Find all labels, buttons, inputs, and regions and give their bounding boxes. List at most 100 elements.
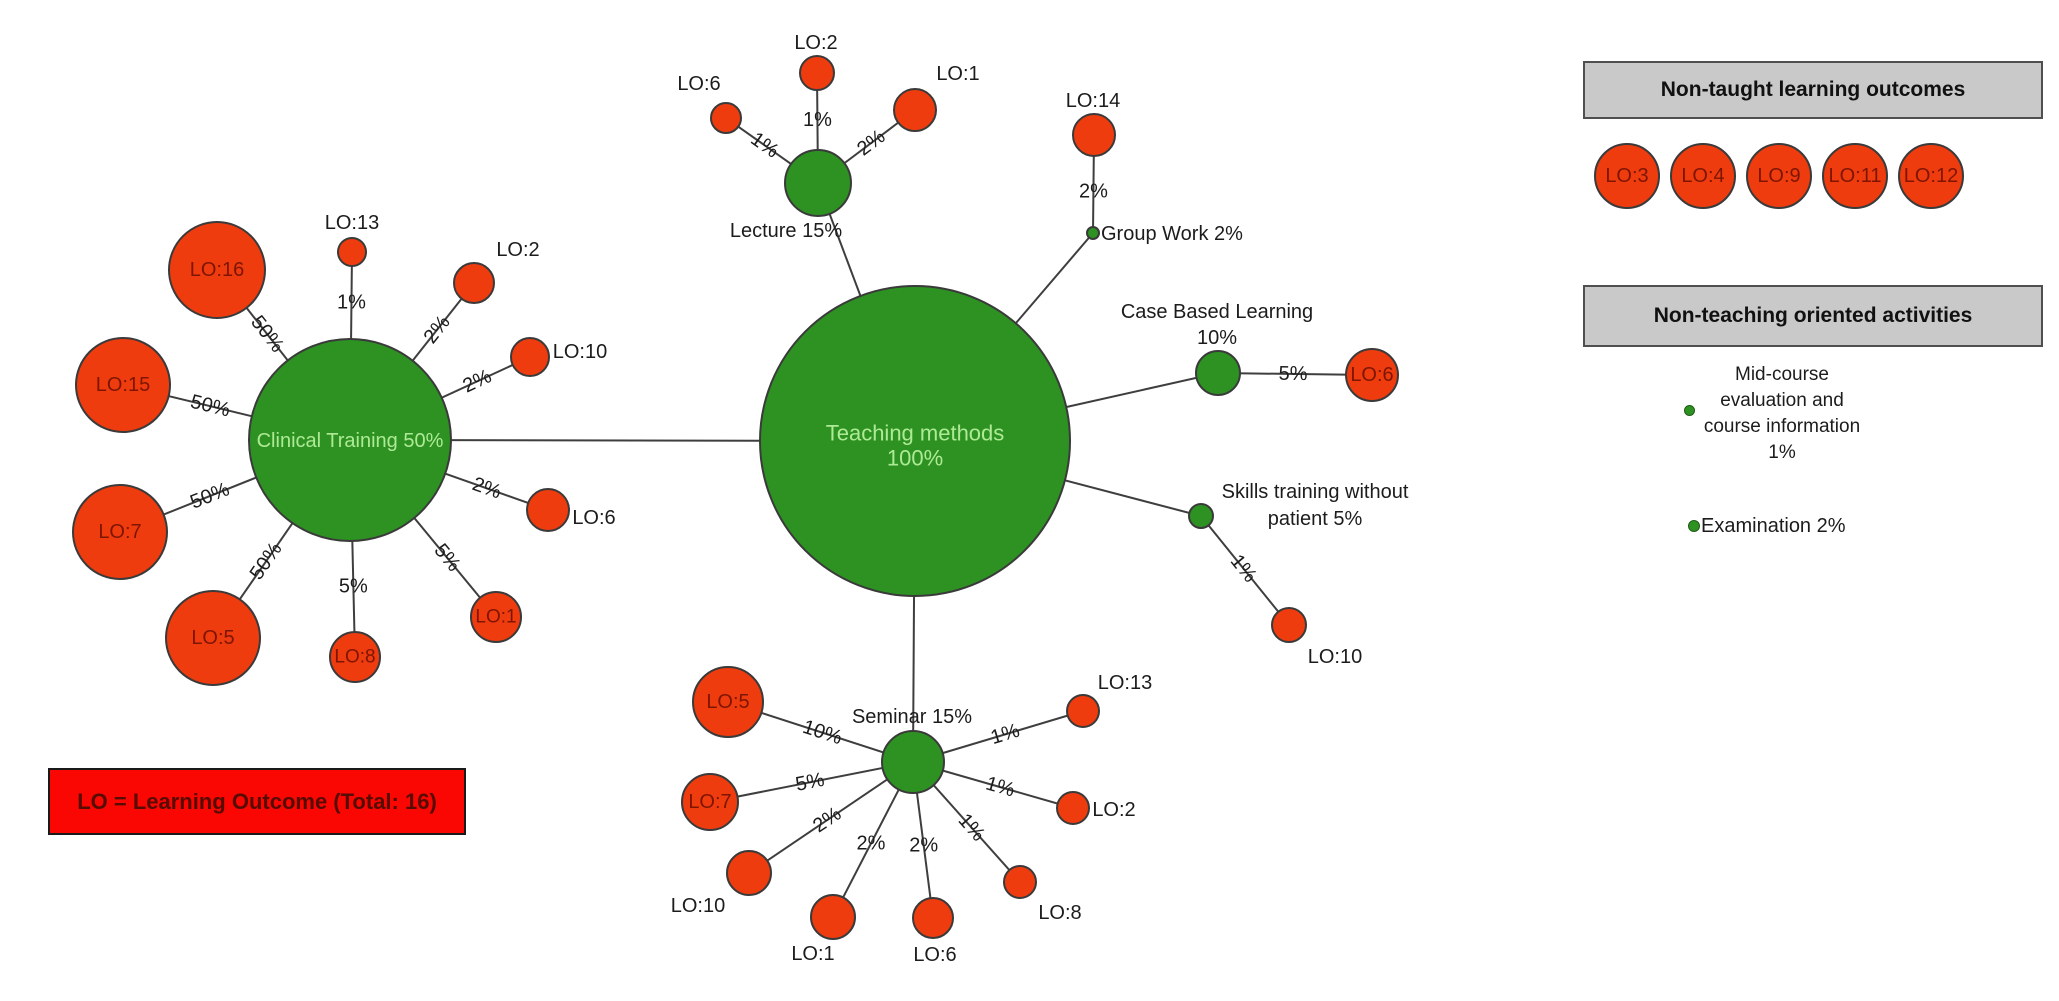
edge-line (1200, 515, 1290, 626)
node-cbl-label: Case Based Learning (1121, 301, 1313, 323)
node-sm_lo7-circle (681, 773, 739, 831)
node-sm_lo6-label: LO:6 (913, 944, 956, 966)
legend-lo-circle: LO:4 (1670, 143, 1736, 209)
node-cl_lo10-circle (510, 337, 550, 377)
node-cl_lo6-circle (526, 488, 570, 532)
edge-line (709, 761, 914, 803)
non-teaching-legend-title: Non-teaching oriented activities (1653, 304, 1973, 327)
examination-dot (1688, 520, 1700, 532)
node-cl_lo13-circle (337, 237, 367, 267)
node-skills-label: patient 5% (1268, 508, 1363, 530)
edge-label: 5% (339, 575, 368, 597)
node-sm_lo13-circle (1066, 694, 1100, 728)
node-clinical-label: Clinical Training 50% (257, 430, 444, 452)
edge-label: 2% (460, 365, 496, 397)
node-sm_lo2-circle (1056, 791, 1090, 825)
node-cl_lo10-label: LO:10 (553, 341, 607, 363)
edge-label: 2% (853, 125, 889, 160)
node-cl_lo16-circle (168, 221, 266, 319)
node-skills-label: Skills training without (1222, 481, 1409, 503)
edge-label: 2% (909, 834, 938, 856)
node-lo14-label: LO:14 (1066, 90, 1120, 112)
edge-label: 1% (803, 109, 832, 131)
edge-line (748, 761, 914, 874)
node-sm_lo5-label: LO:5 (706, 691, 749, 713)
node-skills-circle (1188, 503, 1214, 529)
edge-label: 50% (246, 538, 287, 584)
non-taught-legend-header: Non-taught learning outcomes (1583, 61, 2043, 119)
edge-label: 50% (246, 312, 288, 357)
node-sm_lo10-label: LO:10 (671, 895, 725, 917)
node-cbl-circle (1195, 350, 1241, 396)
node-lecture-label: Lecture 15% (730, 220, 843, 242)
node-cl_lo2-label: LO:2 (496, 239, 539, 261)
mid-course-label: Mid-course evaluation and course informa… (1703, 364, 1861, 463)
node-sm_lo2-label: LO:2 (1092, 799, 1135, 821)
edge-label: 1% (1226, 550, 1261, 586)
node-lecture-circle (784, 149, 852, 217)
edge-label: 1% (746, 128, 782, 163)
edge-label: 50% (188, 391, 232, 422)
node-l_lo6-circle (710, 102, 742, 134)
edge-label: 1% (983, 773, 1017, 802)
legend-lo-circle: LO:9 (1746, 143, 1812, 209)
node-cl_lo16-label: LO:16 (190, 259, 244, 281)
node-sm_lo8-label: LO:8 (1038, 902, 1081, 924)
edge-label: 2% (809, 803, 845, 838)
node-l_lo2-label: LO:2 (794, 32, 837, 54)
node-sm_lo10-circle (726, 850, 772, 896)
node-lo14-circle (1072, 113, 1116, 157)
node-teaching-label: 100% (887, 446, 943, 471)
lo-abbreviation-text: LO = Learning Outcome (Total: 16) (77, 788, 437, 814)
node-seminar-circle (881, 730, 945, 794)
node-seminar-label: Seminar 15% (852, 706, 972, 728)
edge-label: 2% (856, 832, 885, 854)
node-clinical-circle (248, 338, 452, 542)
node-sm_lo1-circle (810, 894, 856, 940)
node-l_lo1-circle (893, 88, 937, 132)
node-cl_lo13-label: LO:13 (325, 212, 379, 234)
node-cl_lo1-circle (470, 591, 522, 643)
legend-lo-circle: LO:11 (1822, 143, 1888, 209)
non-taught-lo-circles: LO:3 LO:4 LO:9 LO:11 LO:12 (1594, 143, 1964, 209)
edge-label: 5% (794, 769, 827, 796)
node-cl_lo8-label: LO:8 (334, 647, 375, 668)
node-sm_lo1-label: LO:1 (791, 943, 834, 965)
node-s_lo10-label: LO:10 (1308, 646, 1362, 668)
node-cl_lo6-label: LO:6 (572, 507, 615, 529)
node-cl_lo15-circle (75, 337, 171, 433)
node-teaching-circle (759, 285, 1071, 597)
edge-label: 2% (420, 311, 455, 347)
edge-label: 5% (429, 540, 465, 576)
node-cl_lo1-label: LO:1 (475, 607, 516, 628)
node-cl_lo7-label: LO:7 (98, 521, 141, 543)
node-cl_lo2-circle (453, 262, 495, 304)
examination-label: Examination 2% (1701, 515, 1846, 537)
node-groupwork-circle (1086, 226, 1100, 240)
non-teaching-legend-header: Non-teaching oriented activities (1583, 285, 2043, 347)
node-sm_lo6-circle (912, 897, 954, 939)
node-cl_lo15-label: LO:15 (96, 374, 150, 396)
node-c_lo6-circle (1345, 348, 1399, 402)
node-s_lo10-circle (1271, 607, 1307, 643)
edge-label: 2% (1079, 180, 1108, 202)
mid-course-dot (1684, 405, 1695, 416)
node-l_lo2-circle (799, 55, 835, 91)
node-cl_lo5-circle (165, 590, 261, 686)
edge-label: 5% (1278, 363, 1307, 385)
node-cl_lo8-circle (329, 631, 381, 683)
node-groupwork-label: Group Work 2% (1101, 223, 1243, 245)
node-l_lo6-label: LO:6 (677, 73, 720, 95)
non-taught-legend-title: Non-taught learning outcomes (1660, 78, 1966, 101)
node-c_lo6-label: LO:6 (1350, 364, 1393, 386)
node-sm_lo5-circle (692, 666, 764, 738)
edge-label: 50% (187, 478, 233, 513)
lo-abbreviation-note: LO = Learning Outcome (Total: 16) (48, 768, 466, 835)
legend-lo-circle: LO:12 (1898, 143, 1964, 209)
node-teaching-label: Teaching methods (826, 421, 1005, 446)
node-sm_lo13-label: LO:13 (1098, 672, 1152, 694)
node-sm_lo8-circle (1003, 865, 1037, 899)
edge-label: 1% (337, 292, 366, 314)
